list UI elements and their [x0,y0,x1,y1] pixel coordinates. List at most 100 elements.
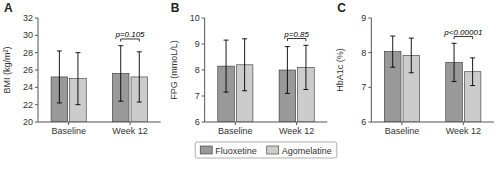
error-line [77,53,78,105]
error-cap [390,67,395,68]
error-line [120,46,121,101]
panel: ABMI (kg/m²)20222426283032BaselineWeek 1… [2,1,161,136]
error-bar [242,39,247,91]
y-tick-label: 9 [195,39,200,49]
y-tick-label: 32 [23,13,33,23]
error-cap [452,81,457,82]
y-tick-label: 6 [195,117,200,127]
error-cap [285,93,290,94]
plot-area [51,46,147,122]
error-line [305,45,306,89]
legend: Fluoxetine Agomelatine [195,142,337,158]
annotation: p=0.105 [114,30,145,39]
legend-swatch [267,146,279,154]
error-line [226,40,227,92]
error-bar [224,40,229,92]
error-cap [303,45,308,46]
error-cap [137,51,142,52]
error-bar [137,52,142,102]
error-cap [75,104,80,105]
y-tick-label: 8 [361,48,366,58]
error-bar [75,53,80,105]
x-axis [205,122,328,123]
error-cap [409,38,414,39]
y-axis [371,18,372,122]
panel: BFPG (mmoL/L)678910BaselineWeek 12p=0.85… [169,1,337,158]
plot-area [384,36,480,122]
x-tick-label: Baseline [385,126,420,136]
y-tick-label: 6 [361,117,366,127]
error-cap [118,101,123,102]
error-line [244,39,245,91]
error-cap [452,43,457,44]
x-tick-label: Baseline [51,126,86,136]
y-tick-label: 9 [361,13,366,23]
error-line [139,52,140,102]
panel: C HbA1c (%) 6 7 8 9 Baseline Week 12 p<0.00001 [335,1,494,136]
error-line [472,58,473,86]
y-tick-label: 10 [190,13,200,23]
x-tick [68,122,69,125]
y-axis-label: BMI (kg/m²) [2,47,12,94]
x-tick [463,122,464,125]
y-axis-label: FPG (mmoL/L) [169,40,179,100]
error-line [59,51,60,103]
error-cap [303,89,308,90]
error-cap [118,45,123,46]
figure: ABMI (kg/m²)20222426283032BaselineWeek 1… [0,0,500,171]
legend-swatch [200,146,212,154]
y-tick-label: 7 [195,91,200,101]
error-cap [242,90,247,91]
panel-label: A [4,1,13,15]
error-cap [409,72,414,73]
y-tick-label: 30 [23,30,33,40]
y-axis [204,18,205,122]
x-tick-label: Baseline [218,126,253,136]
error-cap [285,46,290,47]
error-cap [137,102,142,103]
y-tick-label: 24 [23,82,33,92]
error-cap [390,36,395,37]
error-bar [57,51,62,103]
legend-label: Fluoxetine [215,146,257,156]
error-line [411,38,412,73]
annotation: p<0.00001 [443,28,482,37]
legend-frame [195,142,337,158]
y-tick-label: 28 [23,48,33,58]
error-line [392,36,393,67]
y-tick-label: 8 [195,65,200,75]
error-cap [242,38,247,39]
panel-label: B [171,1,180,15]
plot-area [218,39,314,122]
legend-label: Agomelatine [282,146,332,156]
error-cap [224,40,229,41]
error-bar [452,43,457,81]
error-cap [224,92,229,93]
error-cap [470,85,475,86]
error-cap [470,57,475,58]
error-bar [303,45,308,89]
x-tick [296,122,297,125]
y-axis-label: HbA1c (%) [335,48,345,92]
error-cap [57,50,62,51]
x-tick-label: Week 12 [446,126,481,136]
bracket [287,39,306,42]
y-tick-label: 22 [23,100,33,110]
y-tick-label: 26 [23,65,33,75]
bracket [121,39,140,42]
y-axis [38,18,39,122]
y-tick-label: 7 [361,82,366,92]
error-bar [118,46,123,101]
panel-label: C [337,1,346,15]
error-bar [409,38,414,73]
error-bar [470,58,475,86]
error-cap [57,102,62,103]
error-bar [390,36,395,67]
x-axis [371,122,494,123]
error-line [287,47,288,94]
x-tick-label: Week 12 [279,126,314,136]
error-cap [75,52,80,53]
error-bar [285,47,290,94]
x-tick [402,122,403,125]
x-tick [235,122,236,125]
